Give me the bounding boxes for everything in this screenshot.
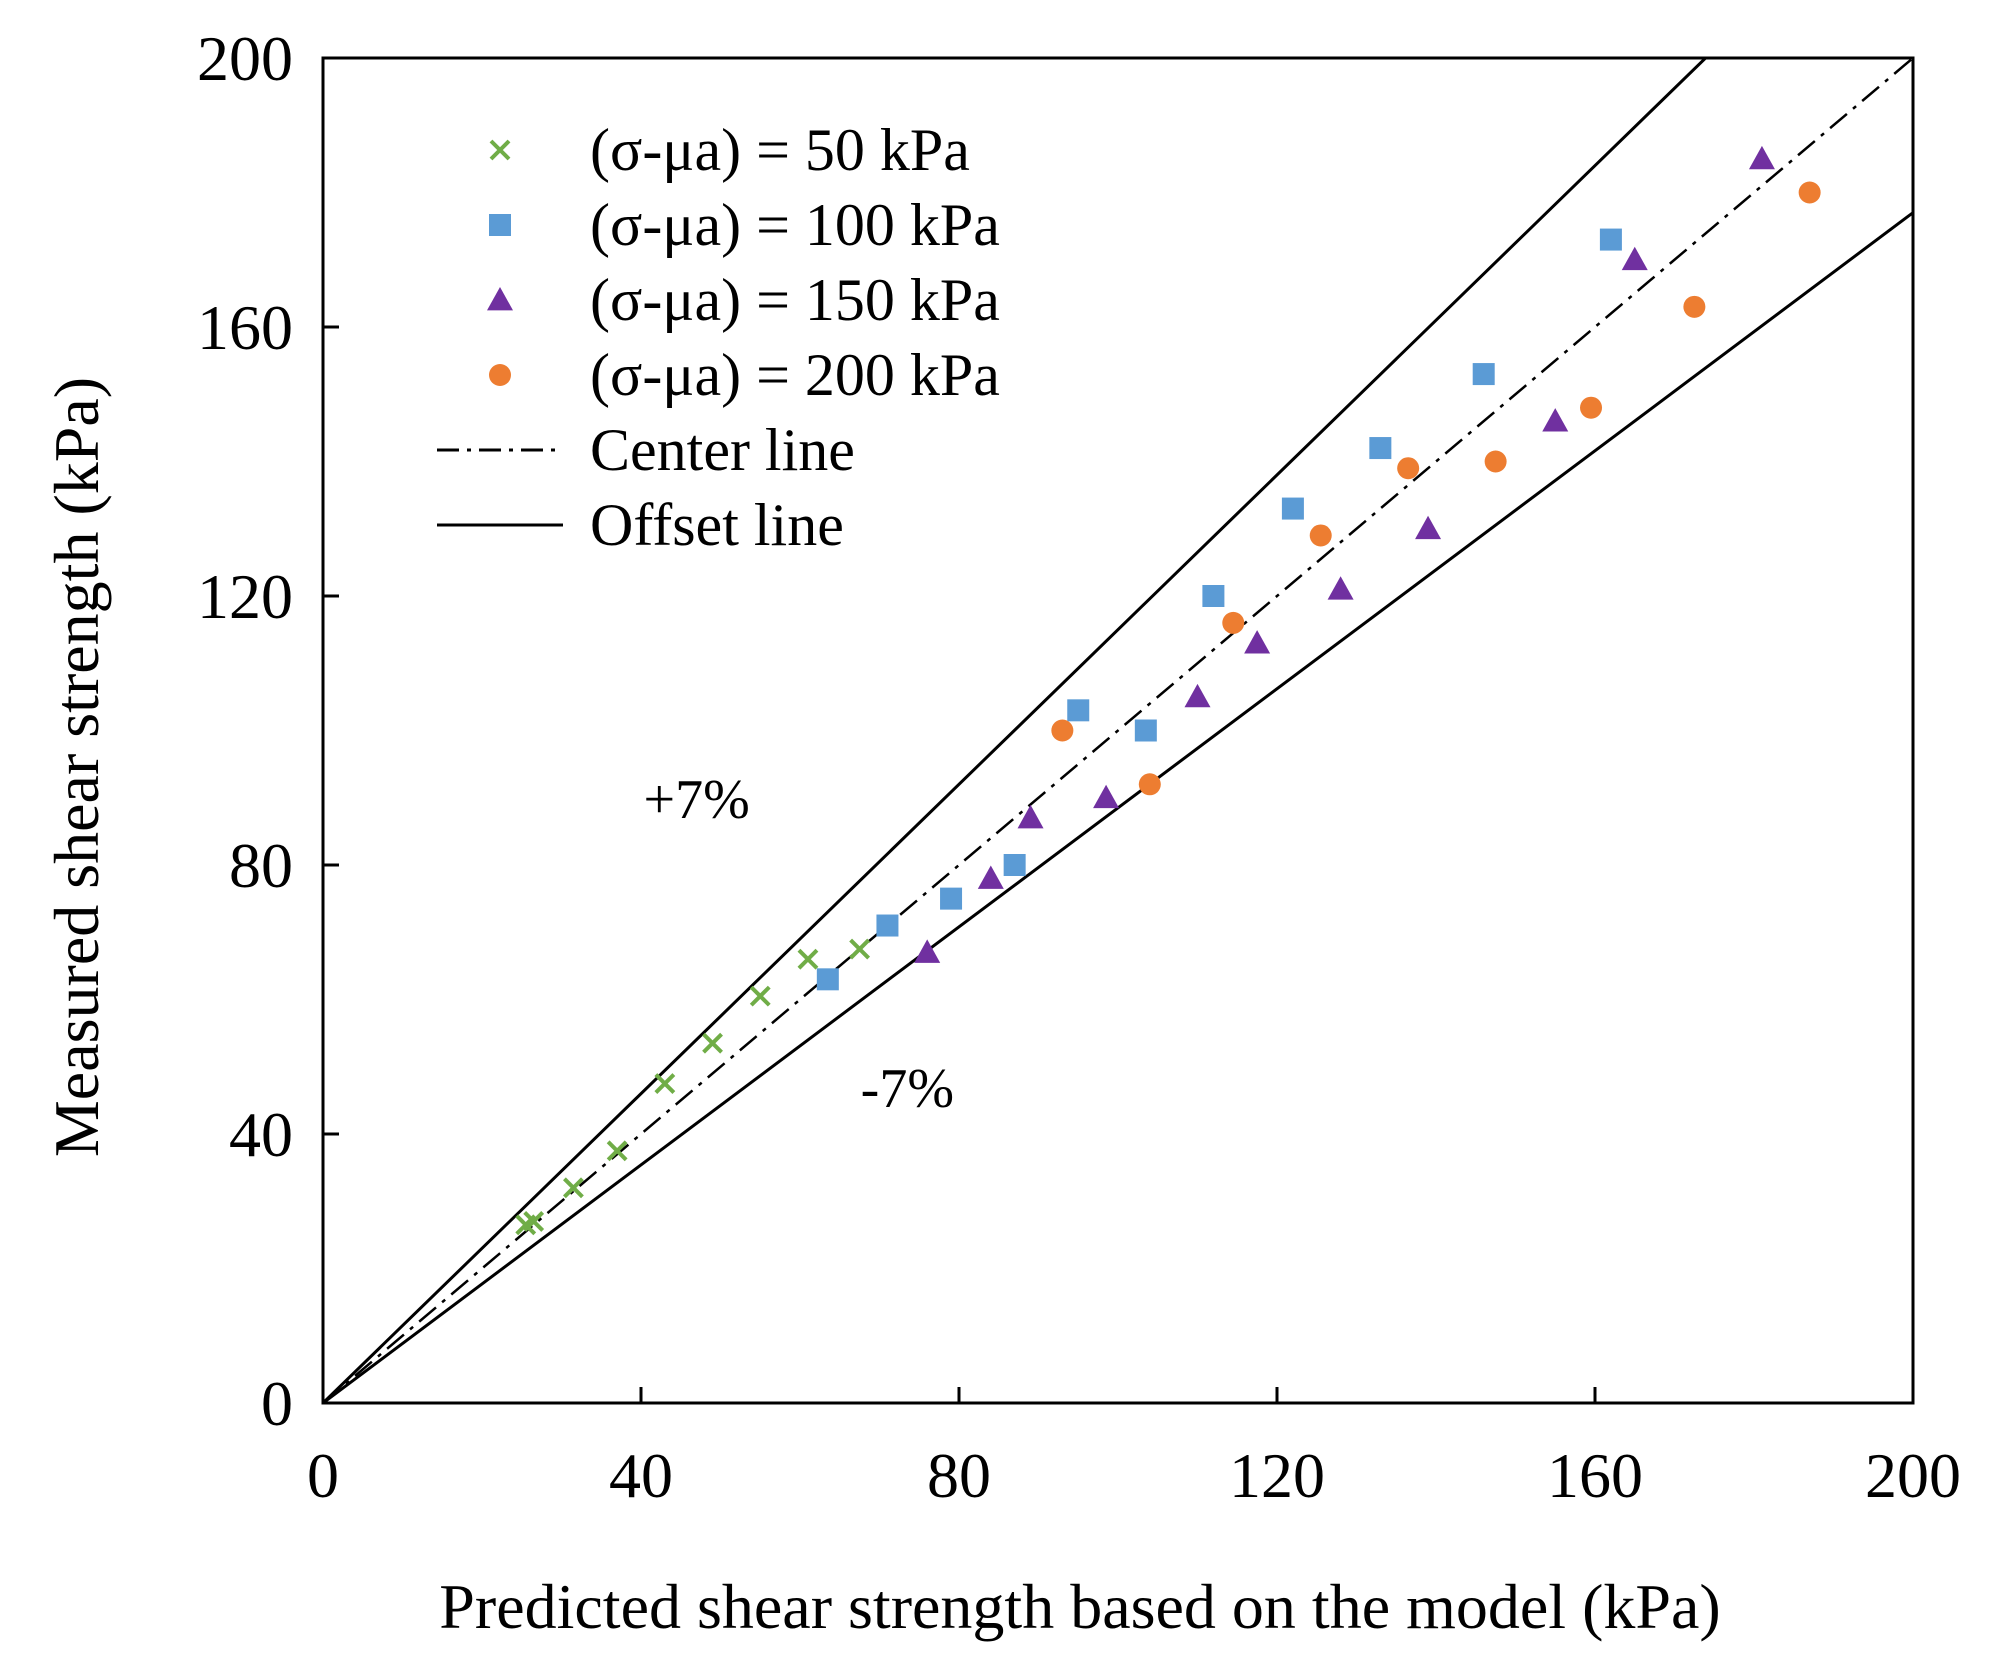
data-point-circle-8	[1798, 181, 1821, 204]
data-point-triangle-8	[1542, 408, 1569, 432]
annotations: +7% -7%	[644, 769, 954, 1120]
x-tick-label: 80	[927, 1440, 991, 1511]
data-point-square-1	[876, 914, 899, 937]
y-axis-title: Measured shear strength (kPa)	[41, 377, 112, 1157]
data-point-circle-1	[1138, 773, 1161, 796]
annotation-label: +7%	[644, 769, 750, 831]
data-point-triangle-7	[1415, 515, 1442, 540]
data-point-x-7	[797, 948, 819, 970]
data-point-triangle-3	[1093, 784, 1120, 809]
legend-label: (σ-μa) = 50 kPa	[590, 117, 970, 183]
legend-label: (σ-μa) = 200 kPa	[590, 342, 1000, 408]
y-tick-label: 0	[261, 1368, 293, 1439]
legend-marker-square	[489, 214, 511, 236]
y-tick-label: 40	[229, 1099, 293, 1170]
data-point-triangle-5	[1244, 630, 1271, 654]
legend-label: Offset line	[590, 492, 844, 558]
x-axis-title: Predicted shear strength based on the mo…	[439, 1571, 1720, 1642]
data-point-circle-0	[1051, 719, 1074, 742]
data-point-circle-6	[1580, 396, 1603, 419]
data-point-square-7	[1281, 497, 1304, 520]
y-tick-label: 160	[197, 292, 293, 363]
data-point-x-2	[563, 1177, 584, 1199]
center-line-0	[323, 58, 1913, 1403]
legend-label: Center line	[590, 417, 855, 483]
annotation-label: -7%	[861, 1058, 954, 1120]
data-point-square-0	[816, 968, 839, 991]
data-point-triangle-1	[977, 865, 1004, 889]
x-tick-label: 120	[1229, 1440, 1325, 1511]
x-tick-label: 40	[609, 1440, 673, 1511]
data-point-triangle-2	[1017, 804, 1044, 829]
data-point-circle-4	[1397, 457, 1420, 480]
legend-label: (σ-μa) = 100 kPa	[590, 192, 1000, 258]
x-tick-label: 0	[307, 1440, 339, 1511]
data-point-x-3	[606, 1140, 628, 1162]
offset-line-1	[323, 58, 1708, 1403]
data-point-x-1	[523, 1211, 545, 1232]
data-point-x-8	[849, 938, 871, 960]
reference-lines	[323, 58, 1913, 1403]
legend-label: (σ-μa) = 150 kPa	[590, 267, 1000, 333]
data-point-triangle-9	[1621, 246, 1648, 271]
y-tick-label: 200	[197, 23, 293, 94]
data-point-triangle-4	[1184, 683, 1211, 708]
data-point-x-5	[702, 1032, 723, 1054]
data-point-square-8	[1369, 437, 1392, 460]
data-point-x-4	[654, 1073, 676, 1094]
data-point-triangle-6	[1327, 576, 1354, 600]
y-tick-label: 80	[229, 830, 293, 901]
data-point-square-10	[1599, 228, 1622, 251]
legend-marker-circle	[489, 364, 511, 386]
x-tick-label: 160	[1547, 1440, 1643, 1511]
data-point-square-3	[1003, 854, 1026, 876]
data-point-x-6	[749, 985, 771, 1007]
data-point-square-6	[1202, 585, 1225, 607]
data-point-square-2	[940, 887, 963, 910]
legend-marker-triangle	[487, 287, 513, 311]
data-point-square-4	[1067, 699, 1090, 722]
data-points	[515, 145, 1821, 1236]
data-point-circle-2	[1222, 611, 1245, 634]
data-point-square-5	[1134, 719, 1157, 742]
legend-marker-x	[489, 139, 511, 161]
data-point-triangle-10	[1748, 145, 1775, 170]
data-point-circle-5	[1484, 450, 1507, 473]
data-point-circle-3	[1309, 524, 1332, 547]
plot-frame	[321, 56, 1915, 1405]
y-tick-label: 120	[197, 561, 293, 632]
data-point-triangle-0	[914, 939, 941, 963]
legend: (σ-μa) = 50 kPa (σ-μa) = 100 kPa (σ-μa) = …	[437, 117, 1000, 558]
x-tick-label: 200	[1865, 1440, 1961, 1511]
data-point-square-9	[1472, 363, 1495, 386]
data-point-circle-7	[1683, 295, 1706, 318]
axis-ticks: 0 40 80 120 160 200 0 40 80 120 160 200	[197, 23, 1961, 1511]
